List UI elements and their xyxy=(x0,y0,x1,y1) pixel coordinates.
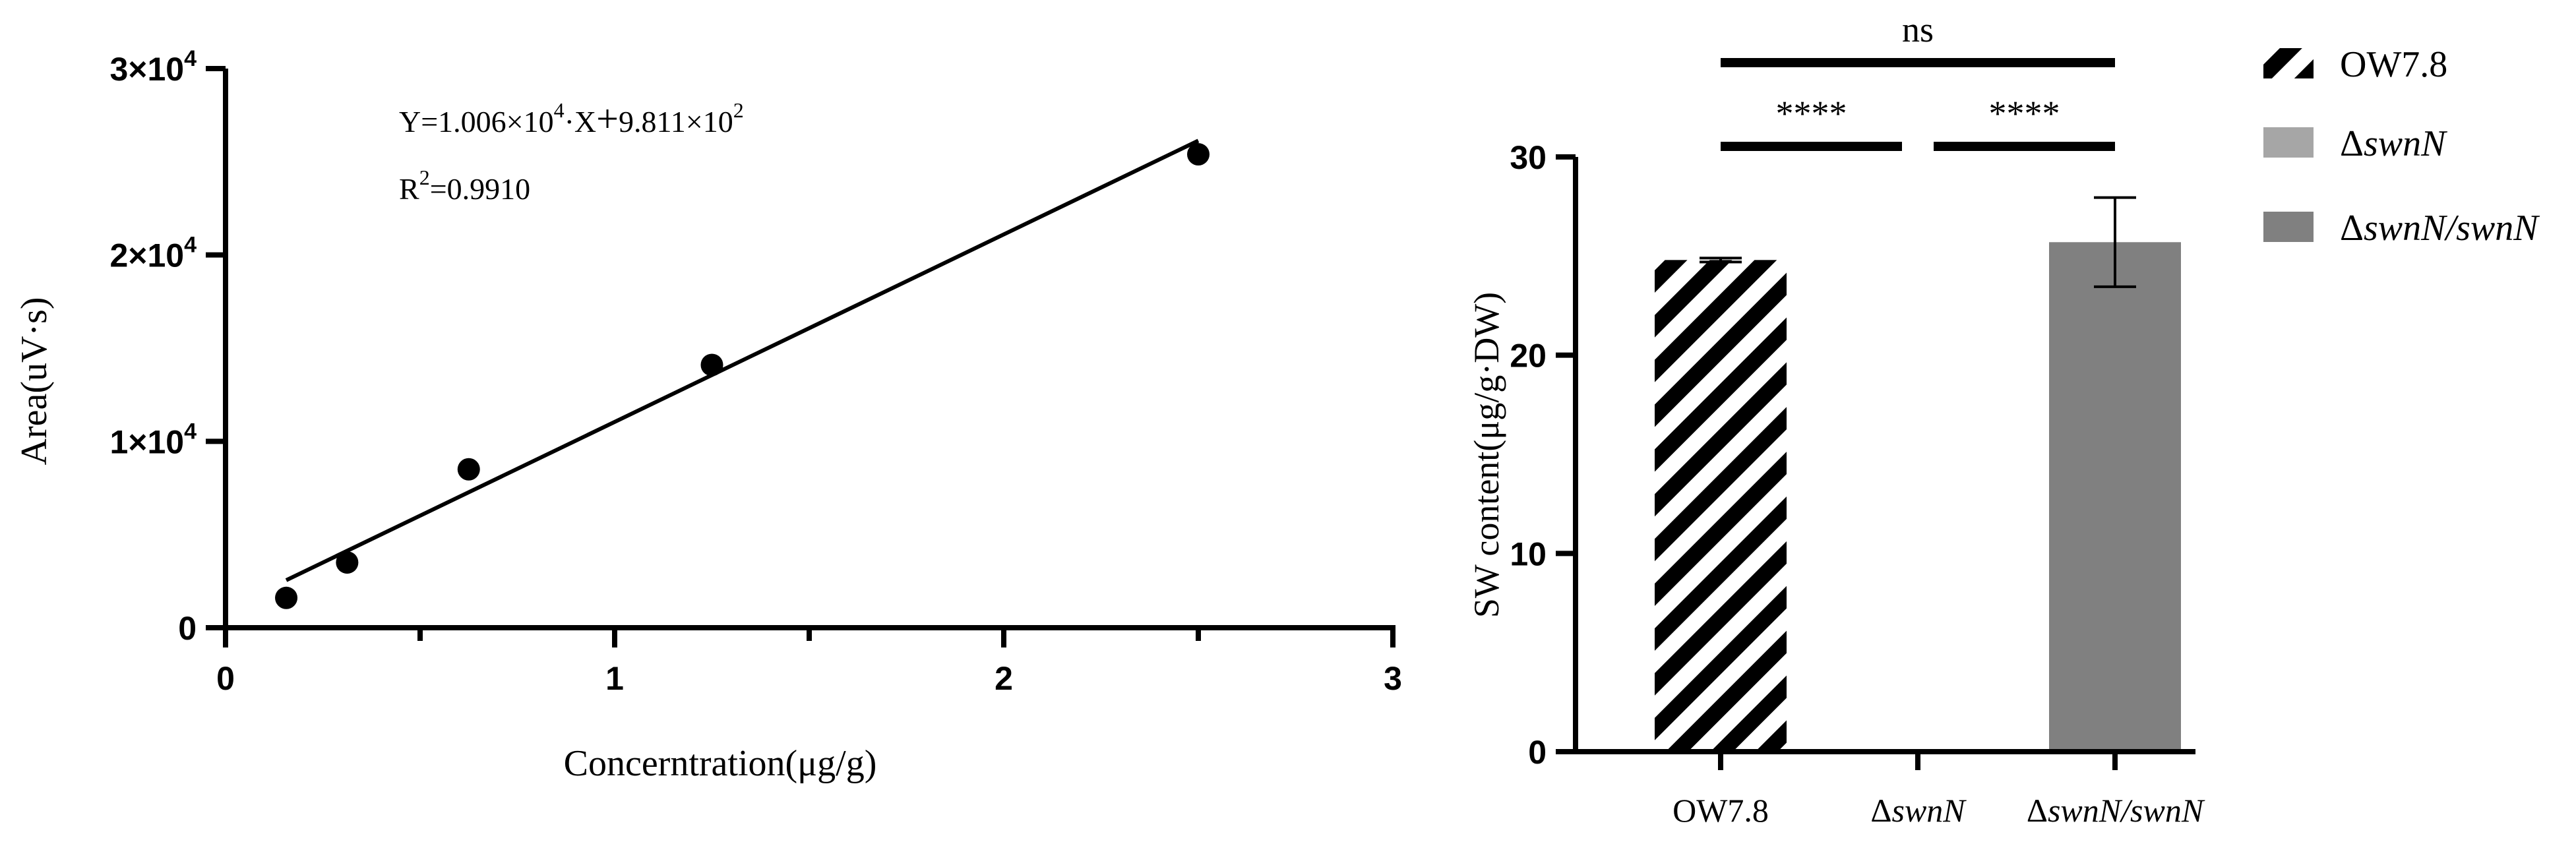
x-tick-label: 3 xyxy=(1384,660,1402,697)
legend-label: OW7.8 xyxy=(2340,44,2447,85)
equation-rest: 9.811×10 xyxy=(619,105,733,138)
regression-line xyxy=(285,138,1200,582)
significance-label: **** xyxy=(1776,94,1847,133)
y-tick-label: 2×104 xyxy=(109,233,197,274)
legend-label: ΔswnN/swnN xyxy=(2340,208,2540,249)
r2-value: =0.9910 xyxy=(430,172,530,206)
equation-prefix: Y=1.006×10 xyxy=(399,105,554,138)
data-point xyxy=(457,458,480,481)
x-tick-label: 1 xyxy=(605,660,624,697)
r2-prefix: R xyxy=(399,172,419,206)
equation-exponent-1: 4 xyxy=(554,98,565,122)
y-tick-label: 0 xyxy=(178,610,197,647)
legend-label-plain: Δ xyxy=(2340,208,2364,249)
y-tick-label: 10 xyxy=(1510,535,1547,572)
equation-exponent-2: 2 xyxy=(733,98,744,122)
y-tick-label-base: 3×10 xyxy=(109,51,184,88)
legend-label-plain: OW7.8 xyxy=(2340,44,2447,85)
equation-mid: ·X xyxy=(565,105,597,138)
bar xyxy=(1655,260,1787,752)
y-tick-label: 30 xyxy=(1510,139,1547,176)
x-axis-label: Concerntration(μg/g) xyxy=(564,743,877,784)
y-tick-label: 3×104 xyxy=(109,46,197,88)
error-bars xyxy=(1700,196,2136,288)
legend-label: ΔswnN xyxy=(2340,123,2447,164)
x-tick-label: ΔswnN xyxy=(1870,792,1967,829)
y-tick-label-exponent: 4 xyxy=(184,419,197,444)
bars xyxy=(1655,242,2181,752)
y-tick-label-base: 1×10 xyxy=(109,423,184,460)
legend-swatch xyxy=(2263,212,2314,242)
significance-label: ns xyxy=(1902,10,1934,49)
legend-swatch xyxy=(2263,48,2314,78)
data-points xyxy=(275,143,1210,609)
y-tick-label-base: 0 xyxy=(178,610,197,647)
x-tick-label: ΔswnN/swnN xyxy=(2027,792,2205,829)
legend-swatch xyxy=(2263,127,2314,158)
x-tick-label-plain: Δ xyxy=(1870,792,1891,829)
data-point xyxy=(700,353,723,376)
x-tick-label-italic: swnN xyxy=(1891,792,1967,829)
data-point xyxy=(336,551,359,574)
r2-exponent: 2 xyxy=(419,165,430,189)
legend-label-italic: swnN/swnN xyxy=(2364,208,2540,249)
legend-label-plain: Δ xyxy=(2340,123,2364,164)
equation-plus: + xyxy=(596,97,619,140)
y-axis-label: Area(uV·s) xyxy=(14,297,55,466)
r-squared-label: R2=0.9910 xyxy=(399,165,530,206)
bar xyxy=(2049,242,2181,752)
x-tick-label-italic: swnN/swnN xyxy=(2048,792,2205,829)
data-point xyxy=(275,586,298,609)
legend-label-italic: swnN xyxy=(2364,123,2447,164)
x-ticks: OW7.8 ΔswnN ΔswnN/swnN xyxy=(1672,752,2205,829)
significance-label: **** xyxy=(1989,94,2060,133)
x-tick-label-plain: Δ xyxy=(2027,792,2048,829)
data-point xyxy=(1187,143,1210,166)
y-tick-label: 0 xyxy=(1528,734,1547,771)
x-tick-label: 2 xyxy=(995,660,1013,697)
y-axis-label: SW content(μg/g·DW) xyxy=(1467,292,1506,618)
y-tick-label-exponent: 4 xyxy=(184,46,197,71)
y-tick-label-base: 2×10 xyxy=(109,237,184,274)
x-tick-label-plain: OW7.8 xyxy=(1672,792,1769,829)
x-tick-label: 0 xyxy=(216,660,235,697)
y-tick-label: 20 xyxy=(1510,338,1547,375)
x-ticks: 0 1 2 3 xyxy=(216,628,1402,697)
y-ticks: 0 10 20 30 xyxy=(1510,139,1576,771)
significance-brackets: ns **** **** xyxy=(1721,10,2115,151)
y-tick-label-exponent: 4 xyxy=(184,233,197,258)
y-tick-label: 1×104 xyxy=(109,419,197,460)
x-tick-label: OW7.8 xyxy=(1672,792,1769,829)
regression-equation: Y=1.006×104·X+9.811×102 xyxy=(399,97,744,140)
